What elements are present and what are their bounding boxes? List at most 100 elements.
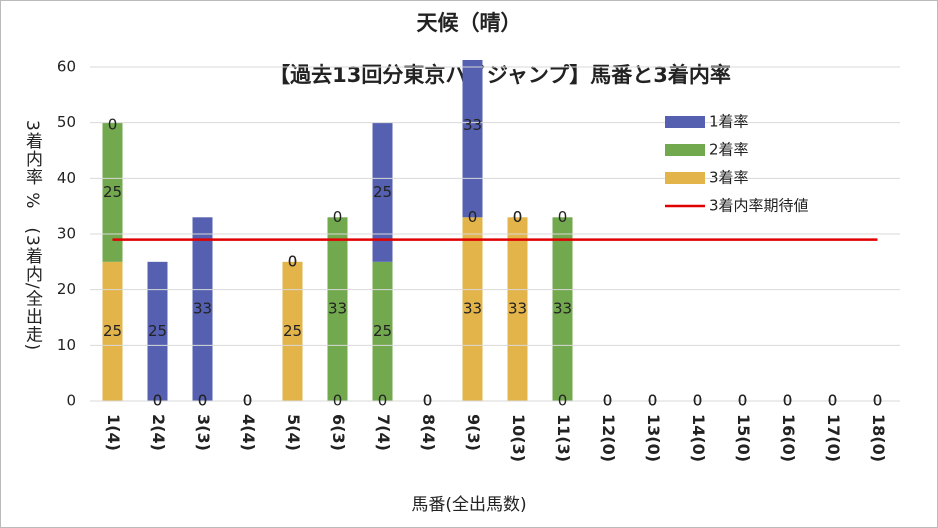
data-label: 0 (738, 392, 748, 410)
y-tick-label: 40 (57, 169, 76, 187)
legend-label: 3着率 (709, 169, 749, 187)
data-label: 0 (828, 392, 838, 410)
data-label: 0 (828, 392, 838, 410)
x-tick-label: 15(0) (734, 414, 753, 462)
x-tick-label: 2(4) (149, 414, 168, 451)
data-label: 0 (558, 208, 568, 226)
x-tick-label: 3(3) (194, 414, 213, 451)
data-label: 0 (783, 392, 793, 410)
data-label: 25 (148, 322, 167, 340)
legend-label: 1着率 (709, 113, 749, 131)
data-label: 0 (378, 392, 388, 410)
data-label: 0 (153, 392, 163, 410)
y-tick-label: 30 (57, 225, 76, 243)
x-tick-label: 12(0) (599, 414, 618, 462)
legend-label: 3着内率期待値 (709, 197, 809, 215)
data-label: 0 (873, 392, 883, 410)
y-tick-label: 60 (57, 58, 76, 76)
bar-segment (102, 122, 123, 262)
y-tick-label: 10 (57, 336, 76, 354)
data-label: 33 (508, 300, 527, 318)
data-label: 0 (693, 392, 703, 410)
x-tick-label: 16(0) (779, 414, 798, 462)
data-label: 33 (463, 300, 482, 318)
bar-segment (372, 261, 393, 401)
data-label: 25 (103, 322, 122, 340)
data-label: 0 (243, 392, 253, 410)
x-tick-label: 11(3) (554, 414, 573, 462)
data-label: 0 (423, 392, 433, 410)
bar-segment (147, 261, 168, 401)
x-tick-label: 10(3) (509, 414, 528, 462)
bar-segment (282, 261, 303, 401)
bar-segment (552, 217, 573, 401)
data-label: 33 (328, 300, 347, 318)
data-label: 25 (373, 183, 392, 201)
bar-segment (372, 122, 393, 262)
data-label: 0 (828, 392, 838, 410)
data-label: 0 (108, 116, 118, 134)
x-tick-label: 13(0) (644, 414, 663, 462)
bar-segment (462, 217, 483, 401)
data-label: 0 (783, 392, 793, 410)
data-label: 0 (153, 392, 163, 410)
data-label: 0 (288, 252, 298, 270)
data-label: 0 (648, 392, 658, 410)
data-label: 0 (468, 208, 478, 226)
data-label: 0 (513, 208, 523, 226)
data-label: 0 (333, 392, 343, 410)
legend-label: 2着率 (709, 141, 749, 159)
data-label: 0 (603, 392, 613, 410)
data-label: 0 (243, 392, 253, 410)
data-label: 0 (243, 392, 253, 410)
y-tick-label: 50 (57, 113, 76, 131)
data-label: 0 (873, 392, 883, 410)
legend-swatch (665, 172, 705, 184)
x-tick-label: 4(4) (239, 414, 258, 451)
data-label: 0 (423, 392, 433, 410)
x-tick-label: 14(0) (689, 414, 708, 462)
x-tick-label: 18(0) (869, 414, 888, 462)
data-label: 0 (783, 392, 793, 410)
data-label: 0 (648, 392, 658, 410)
bar-segment (192, 217, 213, 401)
data-label: 0 (738, 392, 748, 410)
bar-segment (102, 261, 123, 401)
data-label: 0 (198, 392, 208, 410)
x-tick-label: 1(4) (104, 414, 123, 451)
data-label: 0 (198, 392, 208, 410)
data-label: 33 (553, 300, 572, 318)
data-label: 0 (558, 392, 568, 410)
y-tick-label: 0 (66, 392, 76, 410)
y-axis-label: 3着内率 % (3着内/全出走) (22, 120, 42, 352)
data-label: 25 (283, 322, 302, 340)
data-label: 0 (648, 392, 658, 410)
chart-title: 天候（晴） (417, 11, 522, 35)
x-tick-label: 5(4) (284, 414, 303, 451)
data-label: 0 (333, 208, 343, 226)
x-tick-label: 17(0) (824, 414, 843, 462)
data-label: 0 (873, 392, 883, 410)
x-tick-label: 8(4) (419, 414, 438, 451)
plot (102, 60, 573, 401)
x-tick-label: 6(3) (329, 414, 348, 451)
bar-segment (327, 217, 348, 401)
x-axis-label: 馬番(全出馬数) (411, 495, 526, 515)
data-label: 0 (603, 392, 613, 410)
x-tick-label: 9(3) (464, 414, 483, 451)
data-label: 25 (103, 183, 122, 201)
y-tick-label: 20 (57, 280, 76, 298)
data-label: 33 (463, 116, 482, 134)
legend-swatch (665, 116, 705, 128)
data-label: 0 (693, 392, 703, 410)
legend-swatch (665, 144, 705, 156)
data-label: 0 (693, 392, 703, 410)
data-label: 0 (288, 252, 298, 270)
data-label: 0 (423, 392, 433, 410)
data-label: 25 (373, 322, 392, 340)
bar-segment (507, 217, 528, 401)
data-label: 0 (738, 392, 748, 410)
data-label: 0 (603, 392, 613, 410)
